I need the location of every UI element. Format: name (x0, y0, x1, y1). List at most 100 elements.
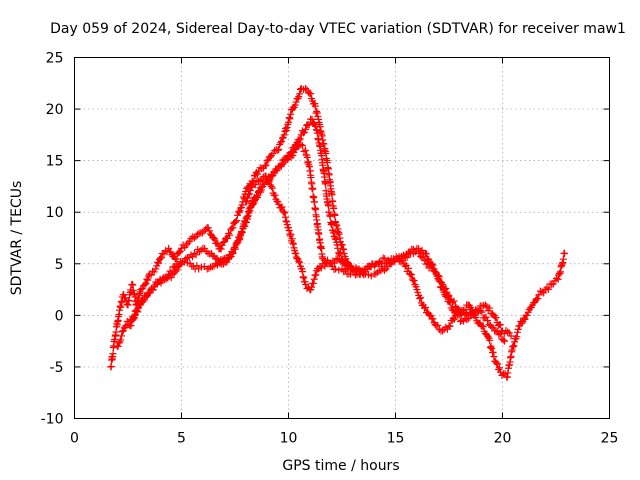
data-point (275, 146, 283, 154)
data-point (253, 191, 261, 199)
data-point (452, 307, 460, 315)
data-point (484, 333, 492, 341)
data-point (165, 244, 173, 252)
data-point (271, 191, 279, 199)
data-point (486, 336, 494, 344)
data-point (472, 313, 480, 321)
data-point (486, 344, 494, 352)
data-point (262, 161, 270, 169)
data-point (324, 202, 332, 210)
data-point (495, 331, 503, 339)
data-point (310, 275, 318, 283)
data-point (226, 231, 234, 239)
data-point (244, 191, 252, 199)
data-point (405, 248, 413, 256)
data-point (291, 101, 299, 109)
data-point (197, 246, 205, 254)
data-point (139, 298, 147, 306)
data-point (298, 142, 306, 150)
data-point (313, 107, 321, 115)
data-point (489, 348, 497, 356)
data-point (488, 345, 496, 353)
data-point (336, 250, 344, 258)
data-point (501, 337, 509, 345)
data-point (488, 323, 496, 331)
data-point (289, 239, 297, 247)
y-tick-label: 15 (46, 154, 64, 170)
y-tick-label: 5 (55, 257, 64, 273)
data-point (482, 313, 490, 321)
data-point (450, 315, 458, 323)
data-point (543, 284, 551, 292)
data-point (398, 255, 406, 263)
data-point (421, 303, 429, 311)
data-point (283, 221, 291, 229)
data-point (268, 184, 276, 192)
data-point (315, 230, 323, 238)
data-point (282, 157, 290, 165)
data-point (262, 172, 270, 180)
data-point (309, 185, 317, 193)
y-tick-label: 20 (46, 102, 64, 118)
data-point (157, 254, 165, 262)
data-point (232, 218, 240, 226)
data-point (194, 230, 202, 238)
data-point (212, 260, 220, 268)
data-point (251, 181, 259, 189)
data-point (297, 141, 305, 149)
data-point (282, 217, 290, 225)
data-point (261, 162, 269, 170)
data-point (499, 336, 507, 344)
data-point (521, 315, 529, 323)
data-point (513, 333, 521, 341)
data-point (238, 228, 246, 236)
y-tick-label: 10 (46, 205, 64, 221)
data-point (298, 265, 306, 273)
data-point (317, 264, 325, 272)
data-point (225, 230, 233, 238)
data-point (274, 146, 282, 154)
data-point (403, 253, 411, 261)
data-point (217, 245, 225, 253)
grid (74, 57, 610, 419)
data-series (107, 84, 569, 381)
data-point (190, 249, 198, 257)
data-point (178, 244, 185, 252)
data-point (490, 353, 498, 361)
data-point (286, 115, 294, 123)
data-point (549, 280, 557, 288)
data-point (510, 342, 518, 350)
data-point (144, 276, 152, 284)
data-point (473, 307, 481, 315)
data-point (299, 273, 307, 281)
data-point (281, 127, 289, 135)
data-point (231, 245, 239, 253)
data-point (434, 321, 442, 329)
data-point (127, 322, 135, 330)
data-point (280, 208, 288, 216)
data-point (429, 315, 437, 323)
data-point (345, 262, 353, 270)
data-point (404, 264, 412, 272)
data-point (267, 182, 275, 190)
data-point (302, 125, 310, 133)
x-tick-label: 5 (177, 431, 186, 447)
data-point (173, 266, 181, 274)
data-point (235, 208, 243, 216)
data-point (273, 167, 281, 175)
data-point (190, 234, 198, 242)
data-point (125, 297, 133, 305)
data-point (417, 294, 425, 302)
data-point (339, 257, 347, 265)
data-point (311, 102, 319, 110)
data-point (295, 257, 303, 265)
data-point (340, 249, 348, 257)
data-point (335, 230, 343, 238)
data-point (246, 203, 254, 211)
data-point (155, 259, 163, 267)
plot-frame (74, 57, 610, 419)
data-point (133, 307, 141, 315)
data-point (320, 140, 328, 148)
data-point (513, 328, 521, 336)
